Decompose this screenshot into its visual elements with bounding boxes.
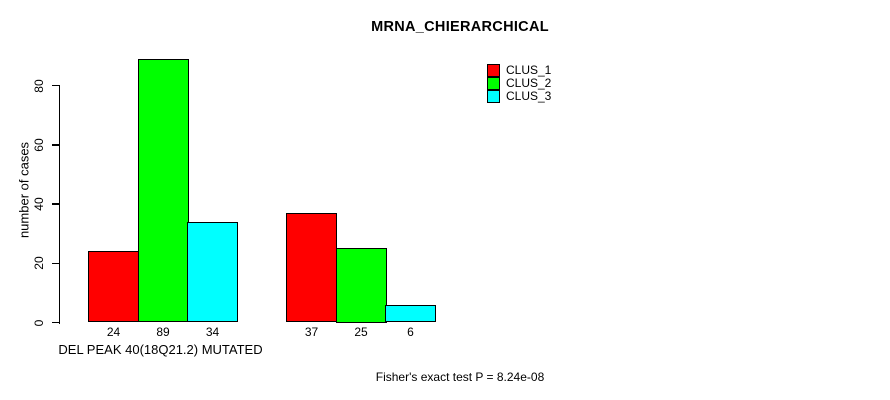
y-axis-tick: [52, 321, 59, 324]
y-axis-line: [58, 85, 60, 324]
legend-label: CLUS_3: [506, 89, 552, 103]
fisher-test-annotation: Fisher's exact test P = 8.24e-08: [375, 370, 545, 384]
y-axis-tick: [52, 262, 59, 264]
legend-swatch-icon: [487, 90, 500, 103]
bar-clus_1-g2: [286, 212, 337, 323]
bar-value-label: 25: [354, 325, 368, 339]
legend-item-clus_1: CLUS_1: [487, 64, 551, 77]
bar-value-label: 6: [407, 325, 414, 339]
y-axis-tick-label: 0: [32, 319, 46, 326]
chart-title: MRNA_CHIERARCHICAL: [371, 19, 549, 35]
y-axis-tick: [52, 144, 59, 146]
bar-clus_3-g1: [187, 221, 238, 323]
bar-clus_2-g2: [335, 248, 387, 323]
bar-clus_3-g2: [385, 304, 436, 323]
bar-value-label: 34: [205, 325, 220, 339]
y-axis-tick: [52, 203, 59, 205]
y-axis-tick-label: 40: [32, 197, 46, 211]
legend-swatch-icon: [487, 64, 500, 77]
bar-clus_2-g1: [137, 58, 189, 323]
legend-item-clus_3: CLUS_3: [487, 90, 551, 103]
y-axis-tick-label: 80: [32, 78, 46, 93]
bar-value-label: 89: [156, 325, 170, 339]
y-axis-tick: [52, 84, 59, 87]
legend-swatch-icon: [487, 77, 500, 90]
bar-value-label: 24: [106, 325, 121, 339]
x-axis-category-label: DEL PEAK 40(18Q21.2) MUTATED: [58, 342, 263, 357]
legend-label: CLUS_2: [506, 76, 552, 90]
legend-label: CLUS_1: [506, 63, 552, 77]
bar-clus_1-g1: [88, 251, 139, 323]
bar-value-label: 37: [304, 325, 319, 339]
y-axis-tick-label: 20: [32, 256, 46, 270]
y-axis-tick-label: 60: [32, 138, 46, 152]
legend-item-clus_2: CLUS_2: [487, 77, 551, 90]
y-axis-label: number of cases: [16, 141, 32, 239]
legend: CLUS_1 CLUS_2 CLUS_3: [487, 64, 551, 103]
